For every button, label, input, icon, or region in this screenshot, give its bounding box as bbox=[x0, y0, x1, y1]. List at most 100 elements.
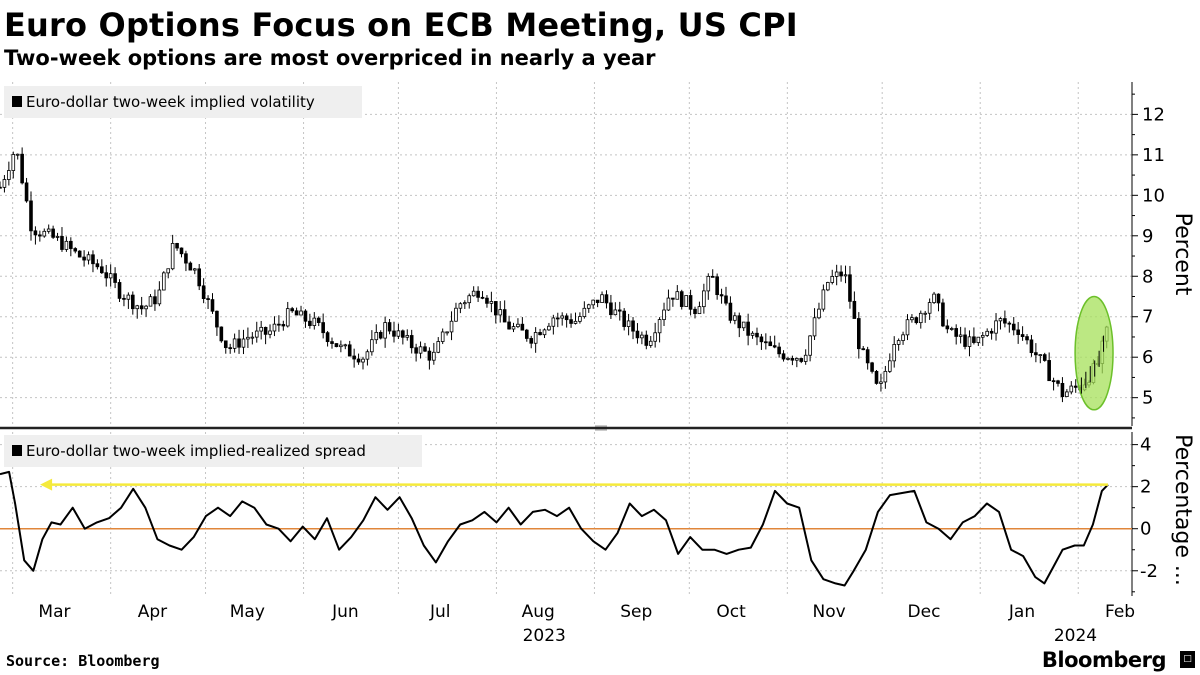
candle-body bbox=[764, 341, 768, 344]
candle-body bbox=[184, 253, 188, 264]
top-y-tick-label: 11 bbox=[1142, 145, 1165, 166]
candle-body bbox=[250, 336, 255, 339]
candle-body bbox=[201, 285, 206, 300]
candle-body bbox=[821, 289, 826, 310]
candle-body bbox=[206, 298, 210, 301]
candle-body bbox=[768, 341, 773, 347]
candle-body bbox=[1042, 354, 1047, 361]
candle-body bbox=[675, 291, 680, 300]
candle-body bbox=[1051, 380, 1056, 383]
top-legend-label: Euro-dollar two-week implied volatility bbox=[26, 93, 315, 111]
brand-logo: Bloomberg bbox=[1041, 648, 1167, 672]
candle-body bbox=[33, 230, 38, 236]
candle-body bbox=[15, 153, 20, 156]
candle-body bbox=[648, 340, 653, 346]
top-y-tick-label: 12 bbox=[1142, 104, 1165, 125]
candle-body bbox=[418, 346, 423, 354]
candle-body bbox=[949, 328, 954, 330]
candle-body bbox=[396, 330, 401, 337]
candle-body bbox=[476, 290, 480, 298]
candle-body bbox=[463, 302, 467, 305]
candle-body bbox=[387, 322, 392, 332]
candle-body bbox=[697, 306, 702, 315]
candle-body bbox=[874, 370, 879, 384]
spread-series-line bbox=[0, 470, 1109, 587]
candle-body bbox=[1020, 334, 1025, 338]
candle-body bbox=[945, 325, 950, 330]
candle-body bbox=[405, 335, 410, 338]
candle-body bbox=[259, 326, 263, 332]
x-month-label: Feb bbox=[1105, 602, 1135, 622]
candle-body bbox=[303, 310, 308, 322]
candle-body bbox=[219, 326, 224, 342]
highlight-ellipse bbox=[1074, 295, 1114, 411]
source-note: Source: Bloomberg bbox=[6, 652, 160, 670]
candle-body bbox=[706, 275, 711, 292]
candle-body bbox=[737, 315, 742, 329]
candle-body bbox=[1011, 323, 1016, 331]
candle-body bbox=[985, 330, 989, 336]
candle-body bbox=[839, 271, 843, 277]
candle-body bbox=[414, 347, 418, 354]
candle-body bbox=[268, 330, 272, 335]
candle-body bbox=[325, 332, 330, 343]
candle-body bbox=[892, 344, 897, 362]
candle-body bbox=[166, 268, 171, 274]
candle-body bbox=[989, 330, 994, 334]
candle-body bbox=[20, 153, 24, 184]
candle-body bbox=[126, 294, 131, 300]
top-legend-background bbox=[4, 86, 362, 118]
candle-body bbox=[520, 323, 525, 331]
candle-body bbox=[569, 319, 573, 324]
bottom-y-tick-label: -2 bbox=[1140, 561, 1158, 582]
candle-body bbox=[241, 338, 246, 348]
candle-body bbox=[440, 331, 445, 342]
x-month-label: Nov bbox=[813, 602, 846, 622]
candle-body bbox=[1003, 318, 1007, 324]
candle-body bbox=[423, 346, 427, 352]
candle-body bbox=[299, 310, 303, 316]
candle-body bbox=[901, 334, 905, 341]
candle-body bbox=[524, 329, 529, 339]
candle-body bbox=[449, 320, 454, 333]
candle-body bbox=[688, 295, 693, 310]
candle-body bbox=[932, 293, 936, 303]
candle-body bbox=[702, 290, 706, 308]
candle-body bbox=[967, 336, 972, 347]
candle-body bbox=[246, 336, 250, 340]
candle-body bbox=[148, 296, 153, 307]
candle-body bbox=[69, 240, 73, 249]
candle-body bbox=[635, 330, 640, 339]
top-y-tick-label: 7 bbox=[1142, 307, 1153, 328]
x-year-label: 2024 bbox=[1054, 626, 1097, 646]
candle-body bbox=[135, 305, 140, 310]
top-y-tick-label: 5 bbox=[1142, 388, 1153, 409]
candle-body bbox=[857, 318, 861, 350]
candle-body bbox=[595, 299, 600, 303]
candle-body bbox=[600, 294, 604, 303]
candle-body bbox=[671, 297, 675, 300]
candle-body bbox=[432, 351, 436, 361]
candle-body bbox=[157, 289, 162, 305]
candle-body bbox=[392, 330, 396, 337]
candle-body bbox=[46, 228, 51, 232]
candle-body bbox=[91, 254, 95, 265]
candle-body bbox=[578, 316, 582, 322]
candle-body bbox=[1047, 360, 1051, 382]
candle-body bbox=[321, 322, 325, 334]
candle-body bbox=[848, 274, 852, 302]
candle-body bbox=[29, 200, 33, 232]
candle-body bbox=[963, 334, 967, 347]
candle-body bbox=[95, 263, 100, 268]
candle-body bbox=[24, 182, 29, 202]
candle-body bbox=[409, 335, 414, 349]
candle-body bbox=[958, 334, 963, 337]
candle-body bbox=[538, 332, 542, 336]
candle-body bbox=[42, 230, 47, 237]
candle-body bbox=[927, 302, 932, 314]
candle-body bbox=[210, 299, 215, 312]
candle-body bbox=[710, 275, 715, 278]
candle-body bbox=[555, 317, 560, 320]
candle-body bbox=[285, 308, 290, 327]
candle-body bbox=[613, 309, 618, 316]
